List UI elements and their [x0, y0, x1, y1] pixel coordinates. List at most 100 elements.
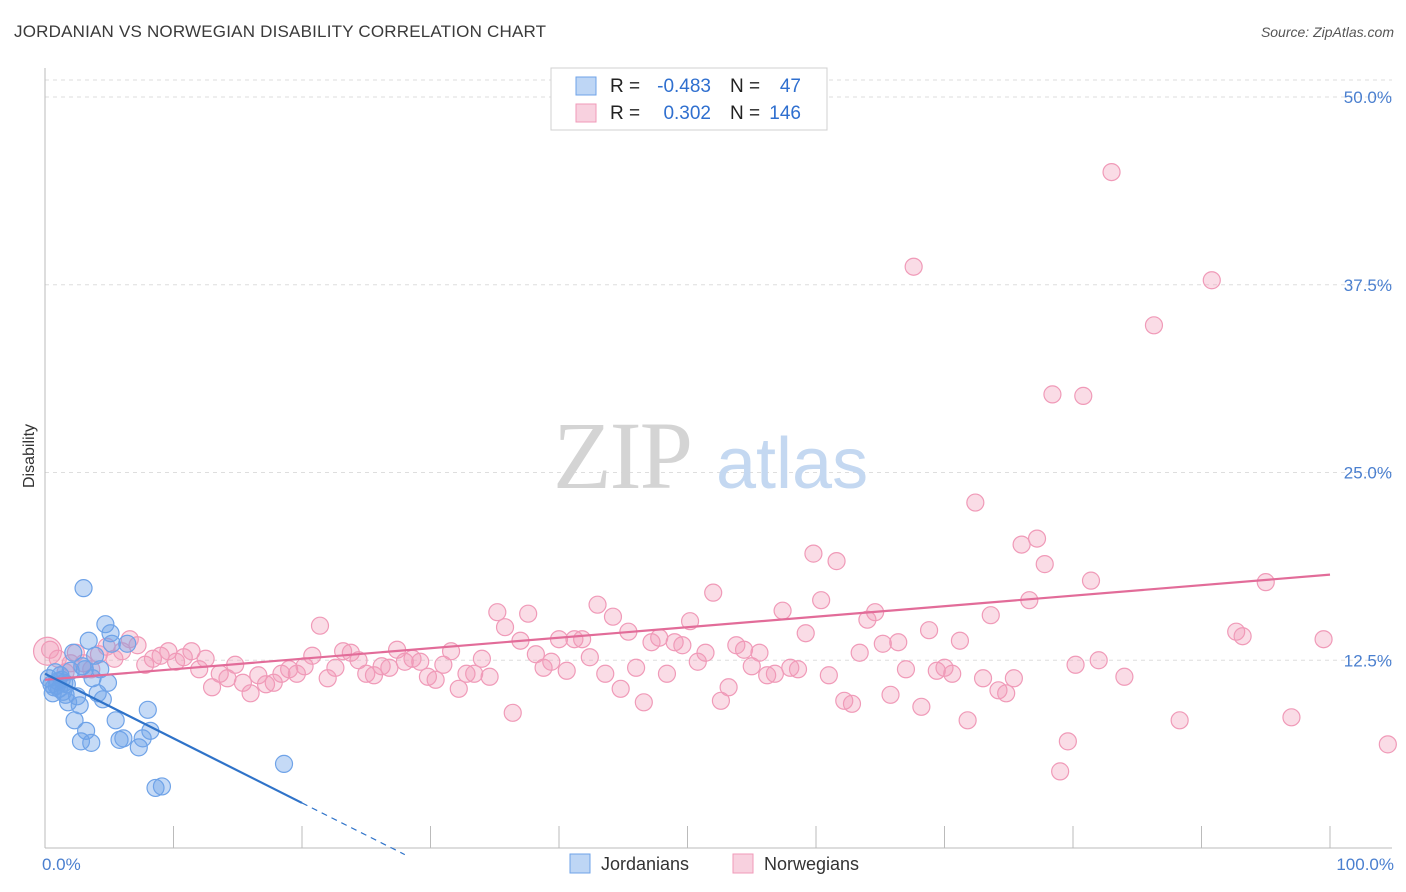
y-tick-label: 50.0% [1344, 88, 1392, 107]
legend-label: Jordanians [601, 854, 689, 874]
data-point-norwegians [981, 606, 1000, 625]
data-point-norwegians [904, 257, 923, 276]
data-point-jordanians [114, 729, 133, 748]
stats-r-label: R = [610, 103, 640, 124]
data-point-norwegians [542, 652, 561, 671]
data-point-jordanians [70, 696, 89, 715]
data-point-norwegians [1012, 535, 1031, 554]
data-point-norwegians [573, 630, 592, 649]
data-point-jordanians [59, 693, 78, 712]
data-point-norwegians [196, 649, 215, 668]
data-point-norwegians [411, 652, 430, 671]
data-point-norwegians [850, 643, 869, 662]
data-point-norwegians [202, 678, 222, 697]
source-label: Source: ZipAtlas.com [1260, 24, 1394, 40]
data-point-norwegians [1282, 708, 1301, 727]
data-point-norwegians [1314, 630, 1333, 649]
data-point-norwegians [1170, 711, 1189, 730]
grid-lines [45, 79, 1392, 661]
data-point-norwegians [958, 711, 977, 730]
data-point-norwegians [1035, 555, 1054, 574]
watermark-atlas: atlas [716, 424, 868, 504]
data-point-jordanians [102, 634, 121, 653]
data-point-norwegians [788, 660, 808, 679]
stats-swatch [575, 103, 597, 123]
data-point-norwegians [1202, 271, 1221, 290]
data-point-jordanians [152, 777, 172, 796]
data-point-norwegians [919, 621, 939, 640]
data-point-norwegians [287, 664, 306, 683]
bottom-legend: Jordanians Norwegians [569, 853, 859, 874]
data-point-norwegians [472, 649, 491, 668]
data-point-norwegians [765, 664, 784, 683]
data-point-norwegians [696, 643, 715, 662]
y-tick-label: 37.5% [1344, 276, 1392, 295]
trend-lines [44, 573, 1331, 856]
data-point-norwegians [372, 657, 391, 676]
data-point-norwegians [357, 664, 376, 683]
data-point-jordanians [82, 733, 101, 752]
stats-r-value: 0.302 [663, 103, 711, 124]
data-point-jordanians [74, 579, 93, 598]
data-point-norwegians [1004, 669, 1023, 688]
data-point-norwegians [1378, 735, 1397, 754]
data-point-norwegians [842, 694, 862, 713]
data-point-norwegians [634, 693, 653, 712]
data-point-norwegians [565, 630, 584, 649]
watermark-zip: ZIP [553, 402, 691, 509]
data-point-norwegians [303, 646, 322, 665]
data-point-norwegians [326, 658, 345, 677]
data-point-jordanians [96, 615, 115, 634]
y-tick-label: 25.0% [1344, 464, 1392, 483]
data-point-norwegians [1074, 386, 1093, 405]
y-axis-label: Disability [21, 424, 38, 488]
data-point-jordanians [118, 634, 137, 653]
data-point-norwegians [858, 610, 877, 629]
data-point-norwegians [950, 631, 970, 650]
data-point-jordanians [274, 754, 294, 773]
tick-labels: 12.5% 25.0% 37.5% 50.0% 0.0% 100.0% [42, 88, 1394, 874]
x-tick-label: 0.0% [42, 855, 81, 874]
data-point-norwegians [465, 664, 484, 683]
data-point-jordanians [73, 657, 92, 676]
data-point-jordanians [146, 778, 165, 798]
data-point-norwegians [1051, 762, 1070, 781]
data-point-norwegians [912, 697, 931, 716]
axes [44, 68, 1392, 849]
x-tick-label: 100.0% [1336, 855, 1394, 874]
stats-r-value: -0.483 [657, 76, 711, 97]
data-point-norwegians [526, 645, 545, 664]
data-point-norwegians [650, 628, 669, 647]
data-point-norwegians [734, 640, 754, 659]
data-point-norwegians [426, 670, 445, 689]
data-point-norwegians [626, 658, 646, 677]
data-point-norwegians [1066, 655, 1085, 674]
y-tick-label: 12.5% [1344, 651, 1392, 670]
data-point-norwegians [889, 633, 908, 652]
data-point-norwegians [796, 624, 815, 643]
data-point-norwegians [1256, 573, 1275, 592]
data-point-norwegians [704, 583, 723, 602]
data-point-jordanians [98, 673, 118, 692]
data-point-norwegians [1115, 667, 1134, 686]
data-point-norwegians [1089, 651, 1108, 670]
stats-n-value: 47 [780, 76, 801, 97]
data-point-norwegians [1043, 385, 1062, 404]
data-point-norwegians [742, 657, 761, 676]
data-point-norwegians [105, 649, 124, 668]
series-norwegians-points [32, 163, 1397, 781]
data-point-norwegians [349, 651, 368, 670]
data-point-jordanians [77, 721, 96, 740]
data-point-norwegians [596, 664, 615, 683]
data-point-jordanians [133, 729, 152, 748]
data-point-norwegians [881, 685, 900, 704]
data-point-norwegians [603, 607, 623, 626]
data-point-norwegians [973, 669, 993, 688]
data-point-norwegians [190, 660, 209, 679]
data-point-norwegians [519, 604, 538, 623]
series-jordanians-points [39, 579, 294, 798]
data-point-norwegians [657, 664, 677, 683]
data-point-norwegians [503, 703, 522, 722]
data-point-norwegians [680, 612, 700, 631]
